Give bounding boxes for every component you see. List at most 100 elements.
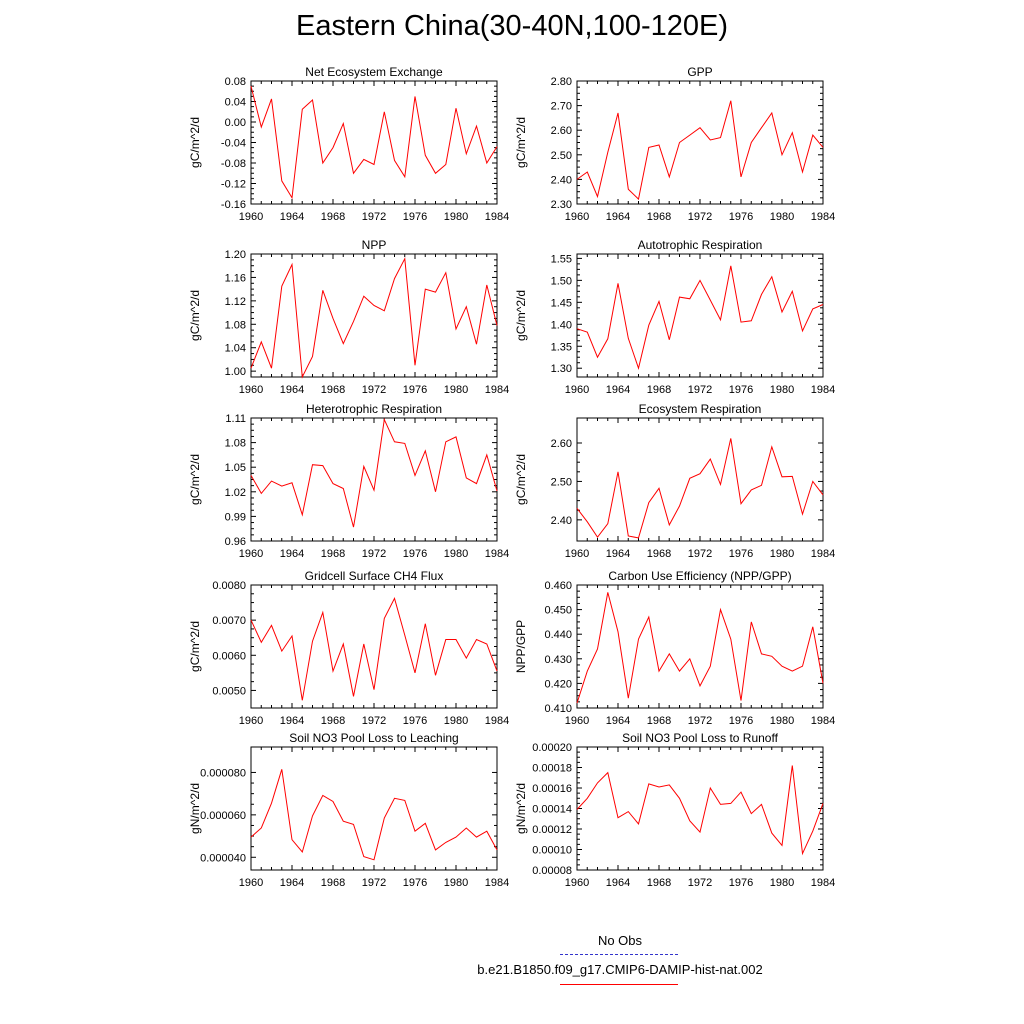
y-tick-label: 0.00 <box>225 117 246 129</box>
y-tick-label: 0.00012 <box>532 824 572 836</box>
x-tick-label: 1964 <box>606 384 630 396</box>
y-tick-label: 2.60 <box>551 438 572 450</box>
panel-title: Carbon Use Efficiency (NPP/GPP) <box>608 569 791 583</box>
y-tick-label: -0.08 <box>221 158 246 170</box>
y-tick-label: 1.02 <box>225 487 246 499</box>
x-tick-label: 1968 <box>647 715 671 727</box>
x-tick-label: 1976 <box>729 877 753 889</box>
y-tick-label: 0.96 <box>225 536 246 548</box>
y-tick-label: 0.00010 <box>532 845 572 857</box>
y-tick-label: 0.0060 <box>212 650 246 662</box>
x-tick-label: 1960 <box>239 548 263 560</box>
y-tick-label: 0.0080 <box>212 580 246 592</box>
y-tick-label: 0.08 <box>225 76 246 88</box>
x-tick-label: 1976 <box>729 384 753 396</box>
y-tick-label: 1.05 <box>225 462 246 474</box>
x-tick-label: 1964 <box>606 211 630 223</box>
y-tick-label: 0.410 <box>544 703 572 715</box>
x-tick-label: 1980 <box>770 715 794 727</box>
panel-heterotrophic-respiration: Heterotrophic Respiration 0.96 0.99 1.02 1.0… <box>188 402 509 560</box>
panel-title: Net Ecosystem Exchange <box>305 65 443 79</box>
series-line <box>250 597 498 701</box>
y-tick-label: 0.00014 <box>532 804 572 816</box>
y-tick-label: 1.11 <box>225 413 246 425</box>
series-line <box>250 769 498 861</box>
y-tick-label: 1.50 <box>551 275 572 287</box>
x-tick-label: 1976 <box>403 384 427 396</box>
y-tick-label: 1.08 <box>225 319 246 331</box>
x-tick-label: 1968 <box>647 877 671 889</box>
y-tick-label: 2.50 <box>551 150 572 162</box>
x-tick-label: 1980 <box>770 548 794 560</box>
y-tick-label: 0.00020 <box>532 742 572 754</box>
y-axis-label: gC/m^2/d <box>188 621 202 672</box>
x-tick-label: 1972 <box>362 384 386 396</box>
x-tick-label: 1968 <box>647 548 671 560</box>
y-tick-label: 1.08 <box>225 438 246 450</box>
panel-autotrophic-respiration: Autotrophic Respiration 1.30 1.35 1.40 1.45 1… <box>514 238 835 396</box>
y-tick-label: -0.04 <box>221 138 246 150</box>
panel-title: Soil NO3 Pool Loss to Leaching <box>289 731 458 745</box>
x-tick-label: 1972 <box>688 877 712 889</box>
y-tick-label: 0.0070 <box>212 615 246 627</box>
x-tick-label: 1980 <box>444 384 468 396</box>
y-tick-label: 2.30 <box>551 199 572 211</box>
y-tick-label: 1.20 <box>225 249 246 261</box>
panel-title: NPP <box>362 238 387 252</box>
y-axis-label: gC/m^2/d <box>188 290 202 341</box>
y-tick-label: 0.440 <box>544 629 572 641</box>
y-tick-label: 1.04 <box>225 343 246 355</box>
x-tick-label: 1968 <box>321 877 345 889</box>
series-line <box>250 85 498 200</box>
y-tick-label: 0.0050 <box>212 685 246 697</box>
x-tick-label: 1968 <box>321 548 345 560</box>
y-tick-label: 0.430 <box>544 654 572 666</box>
y-tick-label: 2.50 <box>551 476 572 488</box>
series-line <box>576 765 824 856</box>
x-tick-label: 1968 <box>647 211 671 223</box>
x-tick-label: 1964 <box>606 548 630 560</box>
panel-title: Heterotrophic Respiration <box>306 402 442 416</box>
x-tick-label: 1972 <box>688 384 712 396</box>
series-line <box>250 417 498 528</box>
x-tick-label: 1960 <box>239 211 263 223</box>
x-tick-label: 1984 <box>811 211 835 223</box>
x-tick-label: 1976 <box>729 715 753 727</box>
panel-gpp: GPP 2.30 2.40 2.50 2.60 2.70 2.80 1960 1964 1968 1… <box>514 65 835 223</box>
panel-soil-no3-pool-loss-to-runoff: Soil NO3 Pool Loss to Runoff 0.00008 0.000… <box>514 731 835 889</box>
y-tick-label: 2.70 <box>551 101 572 113</box>
y-tick-label: 1.55 <box>551 253 572 265</box>
x-tick-label: 1968 <box>321 715 345 727</box>
x-tick-label: 1976 <box>403 715 427 727</box>
x-tick-label: 1964 <box>280 211 304 223</box>
plot-frame <box>576 417 824 542</box>
y-tick-label: 0.000060 <box>200 810 246 822</box>
y-tick-label: 1.30 <box>551 363 572 375</box>
legend-line-no-obs <box>560 954 678 955</box>
x-tick-label: 1960 <box>239 715 263 727</box>
series-line <box>576 100 824 201</box>
panel-ecosystem-respiration: Ecosystem Respiration 2.40 2.50 2.60 1960 196… <box>514 402 835 560</box>
x-tick-label: 1964 <box>280 384 304 396</box>
legend-label-model-run: b.e21.B1850.f09_g17.CMIP6-DAMIP-hist-nat… <box>477 962 763 977</box>
series-line <box>576 265 824 370</box>
x-tick-label: 1976 <box>403 548 427 560</box>
x-tick-label: 1976 <box>403 211 427 223</box>
y-tick-label: 1.12 <box>225 296 246 308</box>
x-tick-label: 1960 <box>565 548 589 560</box>
y-axis-label: gC/m^2/d <box>514 454 528 505</box>
plot-frame <box>576 584 824 709</box>
y-tick-label: -0.16 <box>221 199 246 211</box>
x-tick-label: 1968 <box>321 384 345 396</box>
y-tick-label: 1.40 <box>551 319 572 331</box>
x-tick-label: 1968 <box>321 211 345 223</box>
x-tick-label: 1984 <box>485 877 509 889</box>
y-tick-label: 0.00008 <box>532 865 572 877</box>
y-axis-label: gN/m^2/d <box>514 783 528 834</box>
y-tick-label: 1.45 <box>551 297 572 309</box>
panel-title: Ecosystem Respiration <box>639 402 762 416</box>
y-axis-label: NPP/GPP <box>514 620 528 673</box>
x-tick-label: 1980 <box>770 211 794 223</box>
x-tick-label: 1972 <box>688 211 712 223</box>
